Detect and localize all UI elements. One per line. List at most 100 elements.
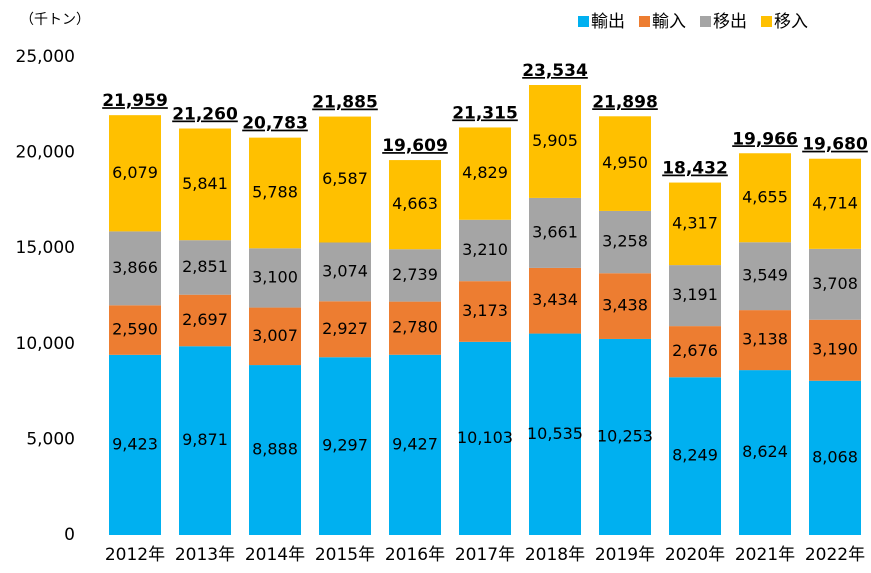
bar-segment (599, 210, 651, 274)
total-label: 21,315 (452, 103, 518, 123)
y-tick-label: 20,000 (16, 143, 75, 163)
bar-segment (319, 242, 371, 302)
value-label: 3,191 (672, 285, 718, 304)
legend-label: 輸入 (652, 12, 686, 32)
bar-segment (249, 365, 301, 535)
y-tick-label: 25,000 (16, 47, 75, 67)
value-label: 2,927 (322, 319, 368, 338)
legend-label: 移入 (774, 12, 808, 32)
y-tick-label: 15,000 (16, 238, 75, 258)
bar-segment (249, 307, 301, 366)
bar-segment (669, 182, 721, 266)
bar-segment (809, 380, 861, 535)
value-label: 10,535 (527, 424, 583, 443)
value-label: 2,851 (182, 257, 228, 276)
value-label: 5,841 (182, 174, 228, 193)
legend-swatch (761, 16, 772, 27)
value-label: 3,173 (462, 301, 508, 320)
total-label: 21,898 (592, 92, 658, 112)
bar-segment (109, 231, 161, 306)
bar-segment (669, 377, 721, 535)
value-label: 2,739 (392, 265, 438, 284)
value-label: 4,663 (392, 194, 438, 213)
x-tick-label: 2015年 (315, 545, 375, 565)
bar-segment (459, 281, 511, 342)
bar-segment (389, 160, 441, 250)
value-label: 3,434 (532, 290, 578, 309)
bar-segment (109, 354, 161, 535)
bar-segment (739, 370, 791, 535)
bar-segment (389, 354, 441, 535)
total-label: 20,783 (242, 114, 308, 134)
bar-segment (109, 115, 161, 232)
value-label: 3,708 (812, 274, 858, 293)
bar-segment (319, 301, 371, 358)
legend-label: 移出 (713, 12, 747, 32)
value-label: 3,190 (812, 340, 858, 359)
value-label: 4,655 (742, 187, 788, 206)
value-label: 4,317 (672, 213, 718, 232)
value-label: 3,100 (252, 267, 298, 286)
bar-segment (529, 333, 581, 535)
value-label: 3,866 (112, 258, 158, 277)
x-tick-label: 2014年 (245, 545, 305, 565)
value-label: 3,074 (322, 261, 368, 280)
value-label: 6,587 (322, 169, 368, 188)
value-label: 8,624 (742, 442, 788, 461)
value-label: 2,676 (672, 341, 718, 360)
y-axis-label: （千トン） (20, 12, 90, 28)
value-label: 3,210 (462, 240, 508, 259)
bar-segment (669, 265, 721, 327)
value-label: 2,590 (112, 320, 158, 339)
value-label: 10,103 (457, 428, 513, 447)
bar-segment (739, 153, 791, 243)
value-label: 9,423 (112, 434, 158, 453)
value-label: 9,297 (322, 436, 368, 455)
value-label: 4,950 (602, 153, 648, 172)
legend-label: 輸出 (591, 12, 625, 32)
y-tick-label: 5,000 (26, 429, 75, 449)
bar-segment (459, 219, 511, 282)
bar-segment (109, 305, 161, 355)
x-tick-label: 2012年 (105, 545, 165, 565)
total-label: 19,966 (732, 129, 798, 149)
bar-segment (389, 249, 441, 302)
value-label: 3,258 (602, 232, 648, 251)
legend-swatch (639, 16, 650, 27)
value-label: 8,068 (812, 447, 858, 466)
total-label: 19,609 (382, 136, 448, 156)
value-label: 4,829 (462, 163, 508, 182)
x-tick-label: 2016年 (385, 545, 445, 565)
bar-segment (599, 338, 651, 535)
legend-swatch (578, 16, 589, 27)
bar-segment (319, 116, 371, 243)
total-label: 18,432 (662, 159, 728, 179)
value-label: 9,871 (182, 430, 228, 449)
bar-segment (179, 346, 231, 535)
x-tick-label: 2013年 (175, 545, 235, 565)
x-tick-label: 2019年 (595, 545, 655, 565)
bar-segment (529, 267, 581, 334)
total-label: 23,534 (522, 61, 588, 81)
bar-segment (529, 85, 581, 198)
total-label: 19,680 (802, 135, 868, 155)
x-tick-label: 2021年 (735, 545, 795, 565)
value-label: 10,253 (597, 426, 653, 445)
bar-segment (809, 319, 861, 381)
x-tick-label: 2018年 (525, 545, 585, 565)
bar-segment (739, 242, 791, 311)
bar-segment (319, 357, 371, 535)
x-tick-label: 2017年 (455, 545, 515, 565)
bar-segment (809, 158, 861, 249)
bar-segment (599, 116, 651, 211)
value-label: 4,714 (812, 193, 858, 212)
value-label: 3,438 (602, 296, 648, 315)
bar-segment (179, 240, 231, 295)
bar-segment (739, 310, 791, 371)
value-label: 8,888 (252, 440, 298, 459)
value-label: 5,788 (252, 182, 298, 201)
value-label: 3,661 (532, 222, 578, 241)
value-label: 5,905 (532, 131, 578, 150)
value-label: 8,249 (672, 446, 718, 465)
